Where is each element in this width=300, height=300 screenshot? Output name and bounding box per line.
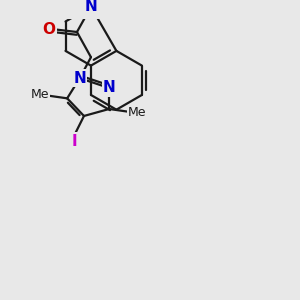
Text: Me: Me — [31, 88, 49, 101]
Text: N: N — [85, 0, 97, 14]
Text: O: O — [43, 22, 56, 37]
Text: N: N — [103, 80, 116, 95]
Text: Me: Me — [127, 106, 146, 119]
Text: I: I — [71, 134, 77, 149]
Text: N: N — [74, 71, 86, 86]
